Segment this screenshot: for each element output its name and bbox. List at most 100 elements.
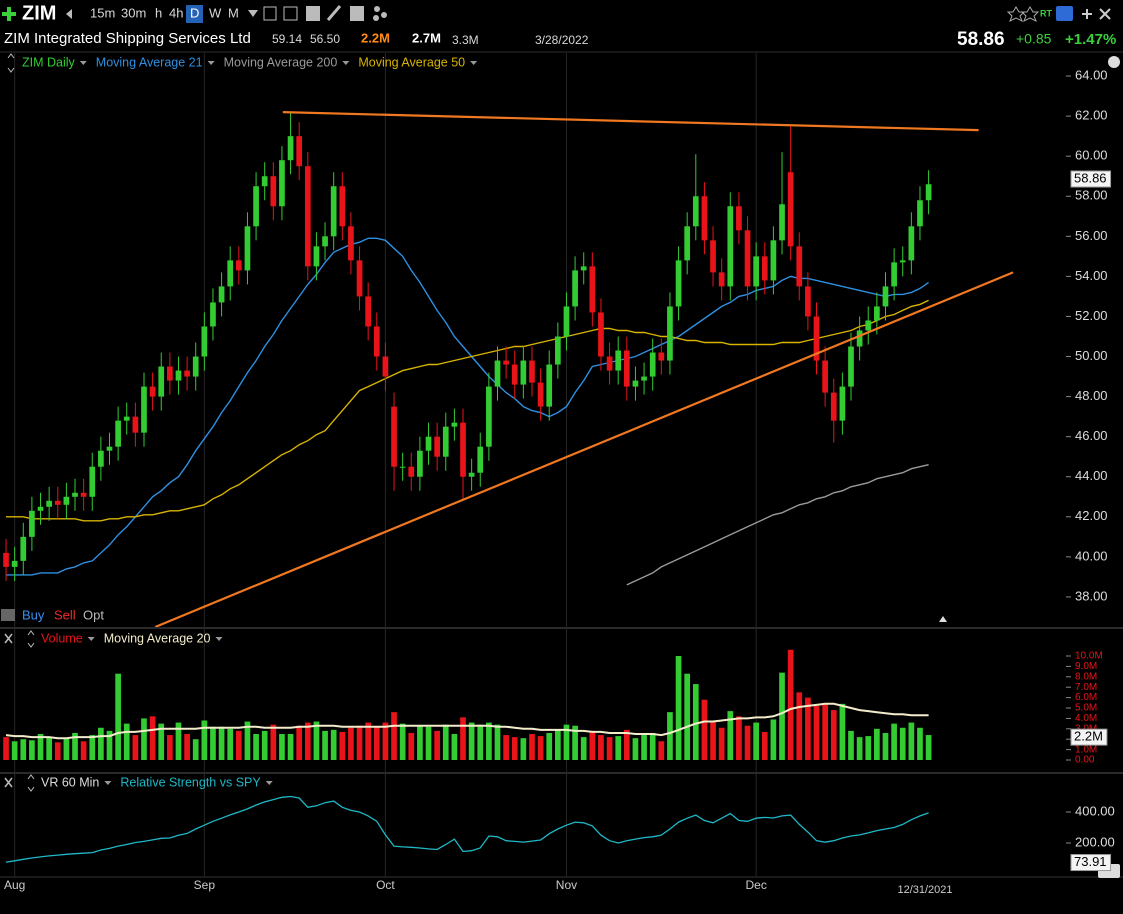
volume-bar — [141, 718, 147, 761]
legend-label[interactable]: Relative Strength vs SPY — [120, 775, 261, 789]
move-pane-icon[interactable] — [7, 53, 15, 73]
draw-icon[interactable] — [326, 5, 342, 21]
timeframe-active[interactable]: D — [190, 5, 199, 20]
y-tick-label: 8.0M — [1075, 671, 1097, 682]
watchlist-icon[interactable] — [1020, 6, 1040, 23]
timeframe[interactable]: 15m — [90, 5, 115, 20]
volume: 2.2M — [361, 30, 390, 45]
y-tick-label: 62.00 — [1075, 108, 1108, 123]
volume-bar — [158, 723, 165, 761]
candle-body — [296, 136, 303, 167]
close-pane-icon[interactable] — [4, 777, 13, 788]
candle-body — [279, 160, 285, 207]
link-icon[interactable] — [1056, 6, 1073, 21]
candle-body — [718, 272, 725, 287]
legend-label[interactable]: Moving Average 50 — [358, 55, 465, 69]
close-icon[interactable] — [1099, 8, 1111, 20]
legend-label[interactable]: Volume — [41, 631, 83, 645]
legend-menu-icon[interactable] — [342, 61, 350, 65]
legend-label[interactable]: Moving Average 21 — [96, 55, 203, 69]
legend-label[interactable]: Moving Average 200 — [224, 55, 338, 69]
legend-label[interactable]: ZIM Daily — [22, 55, 76, 69]
order-button[interactable]: Buy — [22, 607, 45, 622]
timeframe[interactable]: W — [209, 5, 222, 20]
candle-body — [149, 386, 156, 397]
legend-menu-icon[interactable] — [104, 781, 112, 785]
order-button[interactable]: Opt — [83, 607, 104, 622]
symbol[interactable]: ZIM — [22, 2, 56, 24]
move-pane-icon[interactable] — [27, 774, 35, 792]
volume-bar — [899, 727, 906, 761]
share-icon[interactable] — [374, 6, 380, 12]
candle-body — [356, 260, 363, 297]
y-tick-label: 54.00 — [1075, 268, 1108, 283]
order-button[interactable]: Sell — [54, 607, 76, 622]
candle-body — [382, 356, 389, 377]
share-icon — [373, 15, 379, 21]
close-pane-icon[interactable] — [4, 633, 13, 644]
notes-icon[interactable] — [350, 6, 364, 21]
volume-bar — [529, 734, 535, 761]
candle-body — [874, 306, 880, 321]
candle-body — [503, 360, 509, 365]
legend-menu-icon[interactable] — [207, 61, 215, 65]
add-icon[interactable] — [2, 7, 16, 21]
volume-bar — [718, 727, 725, 761]
realtime-badge[interactable]: RT — [1040, 8, 1052, 18]
quote-header: ZIM Integrated Shipping Services Ltd 59.… — [0, 29, 1123, 68]
y-tick-label: 6.0M — [1075, 692, 1097, 703]
indicator-pane — [5, 795, 929, 863]
timeframe[interactable]: M — [228, 5, 239, 20]
candle-body — [882, 286, 889, 307]
compare-icon[interactable] — [283, 6, 298, 21]
move-pane-icon[interactable] — [27, 630, 35, 648]
candle-body — [856, 330, 863, 347]
volume-bar — [330, 729, 337, 761]
timeframe[interactable]: 30m — [121, 5, 146, 20]
company-name: ZIM Integrated Shipping Services Ltd — [4, 30, 251, 47]
volume-bar — [865, 736, 872, 761]
legend-menu-icon[interactable] — [470, 61, 478, 65]
candle-body — [761, 256, 768, 281]
volume-bar — [80, 741, 87, 761]
volume-bar — [46, 737, 52, 761]
y-tick-label: 400.00 — [1075, 803, 1115, 818]
candle-body — [468, 472, 475, 477]
timeframe[interactable]: 4h — [169, 5, 183, 20]
toolbar: ZIM 15m 30m h 4h D W M RT — [2, 2, 1111, 24]
timeframe[interactable]: h — [155, 5, 162, 20]
layout-icon[interactable] — [263, 6, 277, 21]
legend-label[interactable]: Moving Average 20 — [104, 631, 211, 645]
share-icon — [381, 12, 387, 18]
candle-body — [537, 382, 544, 407]
legend-menu-icon[interactable] — [215, 637, 223, 641]
settings-icon[interactable] — [1108, 56, 1120, 68]
candle-body — [580, 266, 587, 271]
legend-menu-icon[interactable] — [87, 637, 95, 641]
new-window-icon[interactable] — [1082, 9, 1092, 19]
last-value-label: 2.2M — [1074, 729, 1103, 744]
legend-menu-icon[interactable] — [265, 781, 273, 785]
chart-type-icon[interactable] — [248, 10, 258, 17]
legend-menu-icon[interactable] — [79, 61, 87, 65]
candle-body — [865, 320, 872, 331]
volume-bar — [563, 724, 570, 761]
y-tick-label: 38.00 — [1075, 588, 1108, 603]
legend-label[interactable]: VR 60 Min — [41, 775, 99, 789]
candle-body — [649, 352, 656, 377]
volume-bar — [477, 724, 484, 761]
volume-bar — [391, 712, 397, 761]
indicator-icon[interactable] — [306, 6, 320, 21]
candle-body — [192, 356, 199, 377]
volume-bar — [615, 736, 622, 761]
symbol-menu-icon[interactable] — [66, 9, 72, 19]
avg-volume-long: 3.3M — [452, 33, 479, 47]
last-value-box — [1070, 854, 1112, 872]
candle-body — [529, 360, 535, 383]
y-tick-label: 56.00 — [1075, 228, 1108, 243]
trade-icon[interactable] — [1, 609, 15, 621]
candle-body — [304, 166, 311, 267]
y-tick-label: 50.00 — [1075, 348, 1108, 363]
candle-body — [123, 416, 130, 421]
